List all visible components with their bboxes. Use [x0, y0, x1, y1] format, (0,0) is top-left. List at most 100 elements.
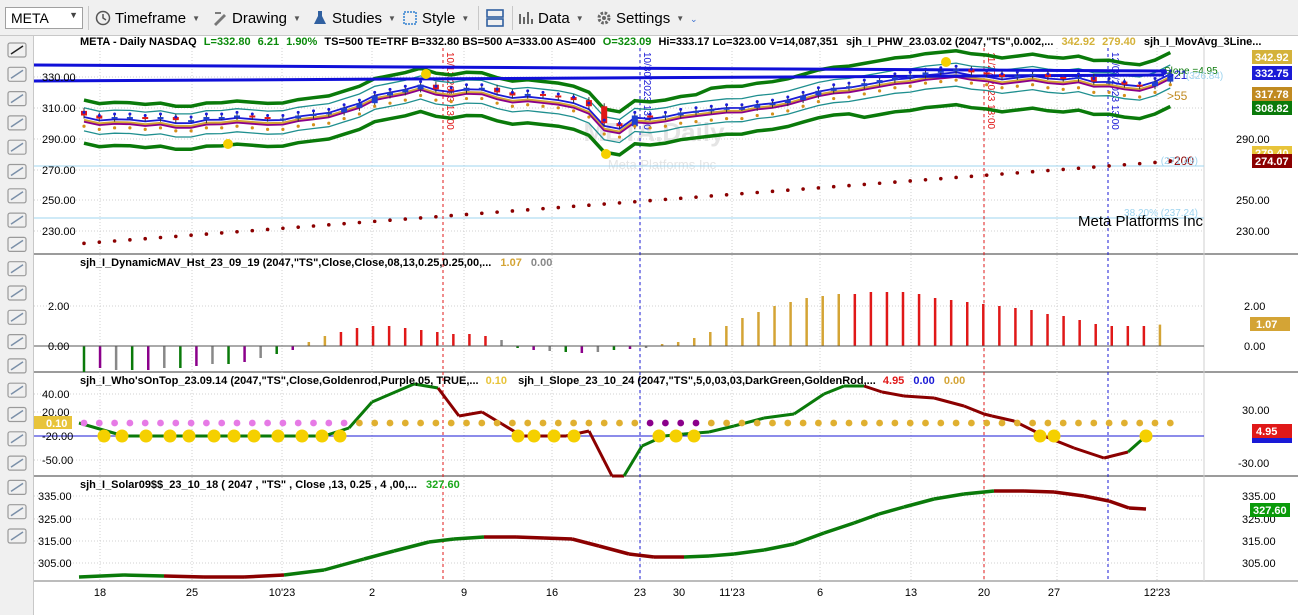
chevron-down-icon[interactable]: ▼	[69, 10, 78, 20]
layers-icon[interactable]	[7, 261, 27, 277]
pivot-marker[interactable]	[223, 139, 233, 149]
upper-envelope[interactable]	[83, 49, 1172, 114]
signal-marker[interactable]	[271, 429, 285, 443]
settings-menu[interactable]: Settings ▼	[596, 7, 684, 29]
price-tag-bg[interactable]	[1252, 50, 1292, 64]
signal-marker[interactable]	[333, 429, 347, 443]
price-tag-bg[interactable]	[1252, 154, 1292, 168]
signal-marker[interactable]	[97, 429, 111, 443]
parallel-icon[interactable]	[7, 139, 27, 155]
pencil-icon-stroke	[10, 215, 24, 225]
solar-segment	[78, 573, 125, 579]
signal-marker[interactable]	[527, 429, 541, 443]
chart-area[interactable]: META,Daily Meta Platforms Inc 10/13/2023…	[33, 36, 1298, 615]
solar-segment	[823, 521, 855, 535]
solar-y-tick: 315.00	[38, 536, 72, 548]
fib-icon[interactable]	[7, 163, 27, 180]
style-menu[interactable]: Style ▼	[402, 7, 469, 29]
whos-on-top-dot	[95, 419, 103, 427]
signal-marker[interactable]	[295, 429, 309, 443]
pencil-icon[interactable]	[7, 212, 27, 228]
ma200-dot	[770, 189, 775, 194]
price-tag-bg[interactable]	[1252, 87, 1292, 101]
arrow-down-icon[interactable]	[7, 431, 27, 447]
channel-top[interactable]	[33, 63, 1165, 73]
measure-icon[interactable]	[7, 115, 27, 131]
ma-goldenrod[interactable]	[83, 74, 1171, 134]
who-tag-bg[interactable]	[1252, 424, 1292, 438]
signal-marker[interactable]	[1139, 429, 1153, 443]
signal-marker[interactable]	[652, 429, 666, 443]
price-tag-bg[interactable]	[1252, 101, 1292, 115]
data-menu[interactable]: Data ▼	[518, 7, 584, 29]
signal-marker[interactable]	[163, 429, 177, 443]
arrow-up-icon[interactable]	[7, 455, 27, 471]
solar-segment	[903, 497, 935, 509]
ma21-dot	[1061, 73, 1065, 77]
header-study2: sjh_I_MovAvg_3Line...	[1144, 36, 1262, 48]
ma-purple[interactable]	[83, 76, 1171, 135]
solar-tag-bg[interactable]	[1250, 503, 1290, 517]
signal-marker[interactable]	[687, 429, 701, 443]
grid-icon[interactable]	[7, 285, 27, 301]
ellipse-icon[interactable]	[7, 504, 27, 520]
pivot-marker[interactable]	[941, 57, 951, 67]
signal-marker[interactable]	[669, 429, 683, 443]
signal-marker[interactable]	[315, 429, 329, 443]
panes-icon[interactable]	[485, 9, 505, 27]
symbol-input[interactable]: META ▼	[5, 7, 83, 29]
rectangle-icon[interactable]	[7, 479, 27, 495]
teal-lower[interactable]	[83, 85, 1171, 144]
whos-on-top-dot	[723, 419, 730, 427]
signal-marker[interactable]	[115, 429, 129, 443]
ma200-dot	[709, 194, 714, 198]
signal-marker[interactable]	[567, 429, 581, 443]
who-left-tag-bg[interactable]	[34, 416, 72, 429]
candle-body	[387, 92, 393, 96]
expand-icon[interactable]: ⌄	[690, 14, 698, 24]
arc-icon[interactable]	[7, 406, 27, 423]
cursor-icon[interactable]	[7, 42, 27, 58]
crosshair-icon[interactable]	[7, 66, 27, 82]
ma55-dot	[510, 104, 514, 108]
whos-on-top-dot	[218, 419, 226, 427]
timeframe-menu[interactable]: Timeframe ▼	[95, 7, 200, 29]
wrench-icon[interactable]	[7, 90, 27, 107]
drawing-menu[interactable]: Drawing ▼	[212, 7, 301, 29]
signal-marker[interactable]	[1047, 429, 1061, 443]
ma21-dot	[694, 106, 698, 110]
arrow-up-icon-stroke	[10, 458, 24, 468]
signal-marker[interactable]	[247, 429, 261, 443]
candle-body	[1044, 73, 1051, 77]
lower-envelope[interactable]	[83, 102, 1172, 157]
signal-marker[interactable]	[227, 429, 241, 443]
target-icon[interactable]	[7, 334, 27, 350]
slope-segment	[413, 382, 439, 390]
text-icon[interactable]	[7, 528, 27, 544]
ma21-dot	[97, 114, 101, 117]
hist-tag-bg[interactable]	[1250, 317, 1290, 331]
pivot-marker[interactable]	[421, 69, 431, 79]
signal-marker[interactable]	[207, 429, 221, 443]
candle-body	[142, 117, 149, 120]
teal-upper[interactable]	[83, 62, 1171, 121]
zoom-icon[interactable]	[7, 188, 27, 204]
magnet-icon[interactable]	[7, 358, 27, 374]
pivot-marker[interactable]	[601, 149, 611, 159]
channel-bottom[interactable]	[33, 73, 1165, 83]
signal-marker[interactable]	[511, 429, 525, 443]
signal-marker[interactable]	[182, 429, 196, 443]
bars-icon[interactable]	[7, 236, 27, 252]
ma200-dot	[265, 227, 270, 232]
price-tag-bg[interactable]	[1252, 66, 1292, 80]
ma200-dot	[954, 175, 958, 180]
table-icon[interactable]	[7, 309, 27, 325]
signal-marker[interactable]	[139, 429, 153, 443]
signal-marker[interactable]	[1033, 429, 1047, 443]
histogram-icon[interactable]	[7, 382, 27, 398]
studies-menu[interactable]: Studies ▼	[312, 7, 396, 29]
candle-body	[1136, 84, 1143, 87]
solar-segment	[1108, 499, 1130, 510]
signal-marker[interactable]	[547, 429, 561, 443]
chart-canvas[interactable]: META,Daily Meta Platforms Inc 10/13/2023…	[33, 36, 1298, 615]
